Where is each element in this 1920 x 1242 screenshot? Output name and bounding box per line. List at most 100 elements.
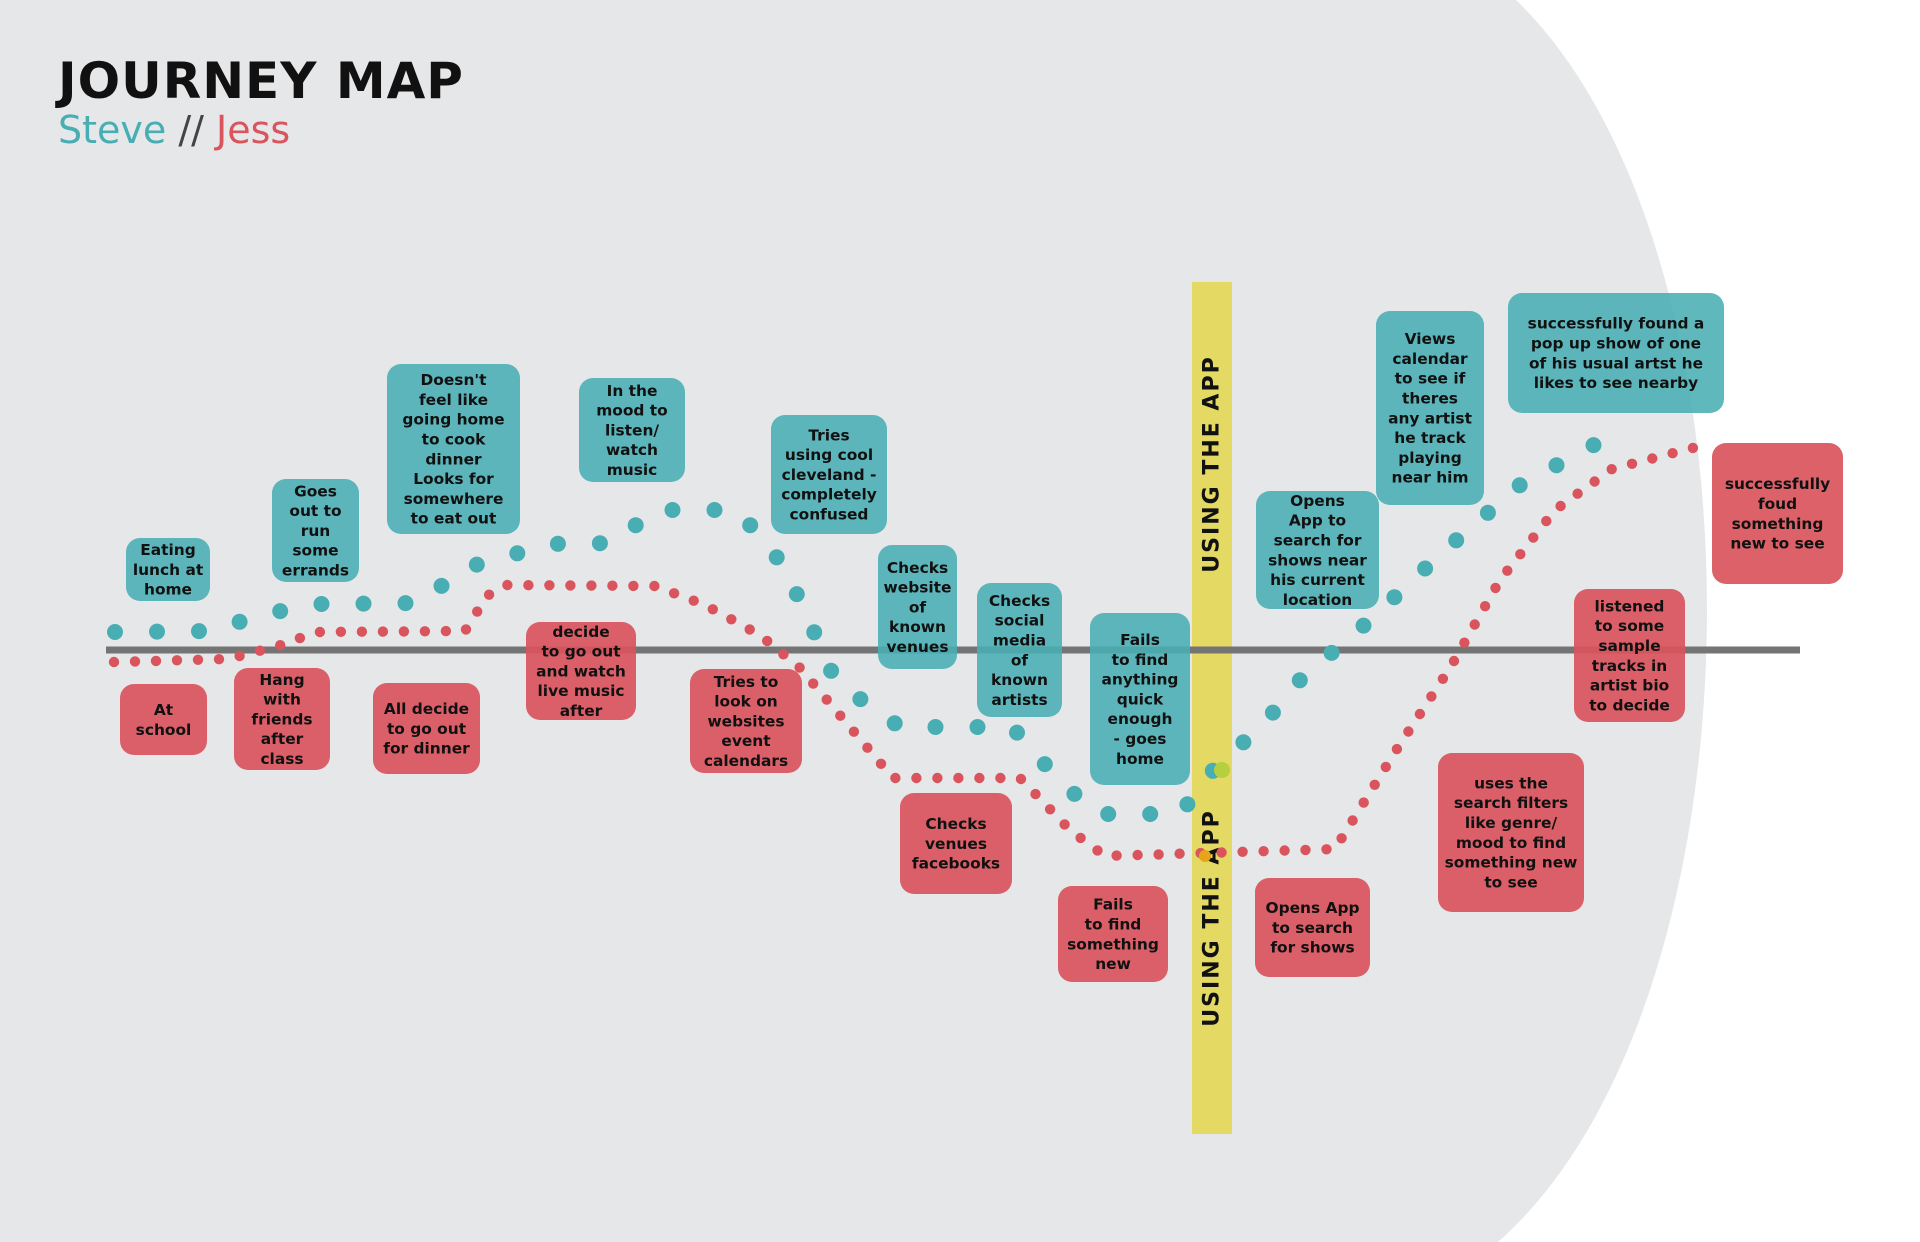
steve-note-2: Goes out to run some errands (272, 479, 359, 582)
app-band-rect (1192, 282, 1232, 1134)
steve-dot-2 (191, 623, 207, 640)
jess-note-box (373, 683, 480, 774)
steve-dot-9 (468, 556, 485, 573)
jess-note-box (234, 668, 330, 770)
jess-dot-36 (808, 678, 819, 689)
jess-note-box (1712, 443, 1843, 584)
jess-dot-76 (1459, 637, 1470, 648)
jess-dot-10 (314, 626, 326, 638)
jess-dot-5 (213, 654, 225, 665)
app-label-1: USING THE APP (1200, 355, 1225, 572)
steve-dot-28 (1100, 806, 1117, 822)
jess-dot-56 (1153, 849, 1164, 860)
subtitle-separator: // (166, 108, 217, 152)
steve-dot-20 (823, 662, 840, 679)
steve-dot-3 (231, 613, 248, 630)
steve-note-8: Fails to find anything quick enough - goes hom… (1090, 613, 1190, 785)
jess-dot-13 (377, 626, 389, 637)
steve-dot-18 (788, 586, 805, 603)
jess-dot-26 (628, 580, 639, 592)
steve-journey-line (107, 437, 1602, 822)
jess-note-3: All decide to go out for dinner (373, 683, 480, 774)
steve-dot-39 (1448, 532, 1465, 549)
jess-note-8: Opens App to search for shows (1255, 878, 1370, 977)
steve-note-box (387, 364, 520, 534)
persona-subtitle: Steve // Jess (58, 108, 290, 152)
jess-dot-83 (1541, 515, 1552, 527)
jess-note-text: successfully foud something new to see (1725, 475, 1830, 552)
jess-note-9: uses the search filters like genre/mood to… (1438, 753, 1584, 912)
jess-dot-45 (953, 772, 964, 784)
jess-dot-59 (1216, 847, 1227, 858)
jess-note-box (120, 684, 207, 755)
steve-app-dot (1214, 762, 1230, 778)
jess-note-text: listened to some sample tracks in artist bio… (1589, 597, 1670, 714)
steve-dot-37 (1386, 589, 1403, 606)
jess-note-box (526, 622, 636, 720)
jess-dot-74 (1437, 673, 1449, 684)
steve-note-box (1090, 613, 1190, 785)
steve-note-box (579, 378, 685, 482)
steve-note-text: In the mood to listen/watch music (596, 382, 668, 479)
jess-dot-80 (1502, 565, 1513, 576)
jess-dot-46 (974, 772, 985, 784)
jess-dot-32 (744, 624, 755, 635)
jess-note-11: successfully foud something new to see (1712, 443, 1843, 584)
jess-dot-91 (1687, 442, 1699, 454)
steve-dot-0 (107, 624, 123, 640)
jess-dot-66 (1347, 815, 1358, 826)
jess-dot-9 (294, 632, 306, 644)
jess-note-2: Hang with friends after class (234, 668, 330, 770)
jess-dot-0 (108, 656, 120, 668)
jess-dot-61 (1258, 846, 1269, 857)
jess-dot-89 (1647, 453, 1658, 464)
steve-note-box (1508, 293, 1724, 413)
steve-dot-16 (742, 517, 759, 534)
jess-dot-8 (275, 640, 286, 651)
jess-dot-88 (1626, 458, 1638, 469)
jess-dot-7 (254, 645, 266, 656)
steve-note-9: Opens App to search for shows near his curre… (1256, 491, 1379, 609)
jess-dot-12 (356, 626, 368, 637)
steve-note-10: Views calendar to see if theres any artist he… (1376, 311, 1484, 505)
steve-dot-41 (1511, 477, 1528, 494)
steve-note-box (272, 479, 359, 582)
jess-label: Jess (216, 108, 291, 152)
jess-dot-21 (523, 580, 534, 591)
steve-note-text: Tries using cool cleveland -completely conf… (781, 426, 877, 523)
steve-dot-23 (927, 719, 944, 735)
jess-dot-38 (835, 710, 846, 721)
steve-note-box (1376, 311, 1484, 505)
jess-dot-82 (1528, 532, 1539, 543)
jess-dot-62 (1279, 845, 1290, 856)
jess-dot-2 (150, 655, 162, 667)
jess-dot-19 (483, 589, 495, 600)
jess-dot-86 (1589, 476, 1600, 487)
steve-dot-19 (806, 624, 823, 641)
steve-note-text: Fails to find anything quick enough - goes hom… (1102, 631, 1179, 768)
jess-note-box (1058, 886, 1168, 982)
jess-dot-67 (1358, 797, 1369, 808)
steve-dot-32 (1235, 734, 1252, 751)
steve-note-box (126, 538, 210, 601)
jess-dot-85 (1572, 488, 1583, 499)
steve-dot-33 (1264, 704, 1281, 721)
steve-dot-1 (149, 623, 165, 640)
jess-dot-24 (586, 580, 597, 591)
steve-dot-25 (1009, 724, 1025, 741)
jess-app-dot (1199, 850, 1211, 862)
steve-dot-15 (706, 502, 723, 518)
jess-dot-84 (1555, 500, 1566, 512)
jess-note-box (690, 669, 802, 773)
jess-dot-30 (707, 604, 718, 615)
jess-note-text: Hang with friends after class (251, 671, 312, 768)
jess-dot-70 (1391, 743, 1403, 755)
steve-dot-36 (1355, 617, 1372, 634)
jess-note-box (900, 793, 1012, 894)
steve-note-text: Checks social media of known artists (989, 592, 1050, 709)
jess-dot-51 (1059, 819, 1070, 830)
jess-dot-71 (1403, 726, 1414, 737)
steve-note-text: Doesn't feel like going home to cook dinner L… (402, 371, 504, 528)
jess-dot-68 (1369, 779, 1380, 790)
